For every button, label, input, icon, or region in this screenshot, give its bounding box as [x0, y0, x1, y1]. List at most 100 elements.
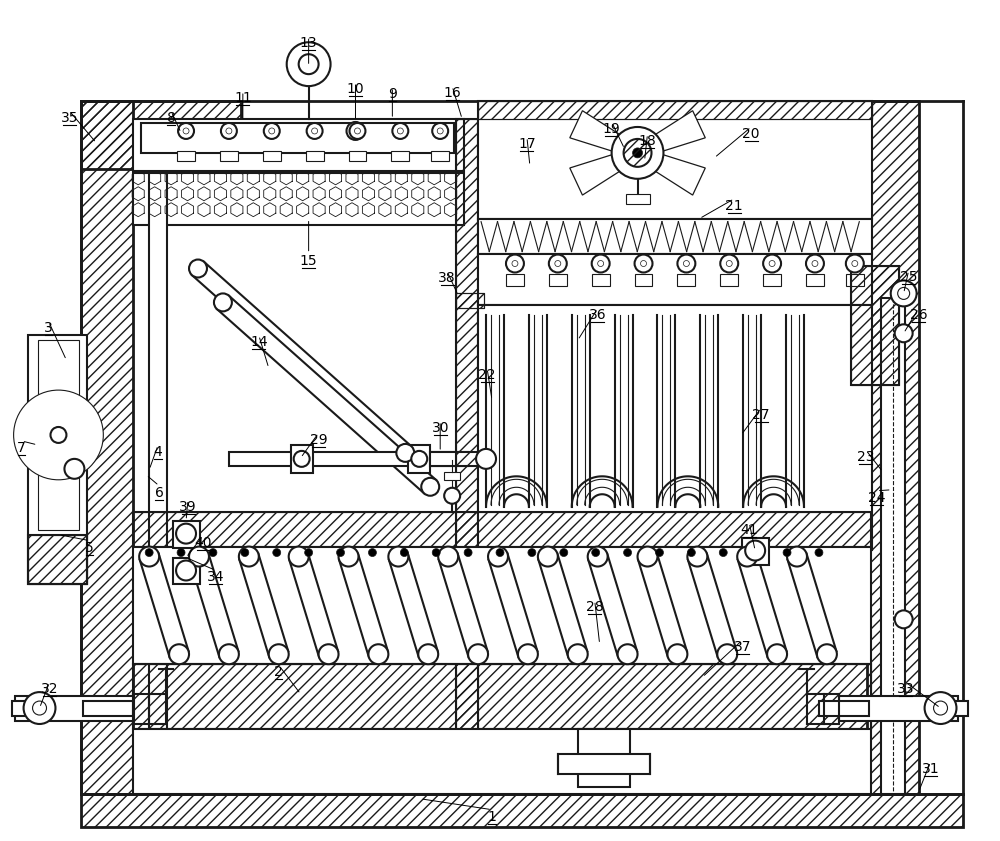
Circle shape [476, 449, 496, 468]
Bar [456, 119, 478, 794]
Circle shape [339, 547, 358, 567]
Circle shape [769, 261, 775, 267]
Bar [592, 274, 610, 287]
Circle shape [397, 128, 403, 134]
Circle shape [891, 280, 917, 306]
Circle shape [392, 123, 408, 139]
Circle shape [612, 127, 663, 179]
Circle shape [895, 325, 913, 342]
Circle shape [624, 548, 632, 557]
Bar [408, 445, 430, 473]
Text: 30: 30 [431, 421, 449, 435]
Text: 24: 24 [868, 491, 886, 505]
Circle shape [468, 644, 488, 664]
Bar [173, 558, 200, 584]
Circle shape [633, 148, 643, 158]
Bar [133, 729, 871, 794]
Circle shape [592, 255, 610, 272]
Circle shape [488, 547, 508, 567]
Circle shape [294, 451, 310, 467]
Circle shape [560, 548, 568, 557]
Text: 8: 8 [167, 111, 176, 125]
Circle shape [751, 548, 759, 557]
Circle shape [618, 644, 638, 664]
Polygon shape [26, 431, 62, 470]
Circle shape [638, 547, 657, 567]
Bar [881, 299, 905, 794]
Circle shape [846, 255, 864, 272]
Polygon shape [389, 553, 438, 657]
Bar [141, 123, 454, 153]
Text: 3: 3 [44, 321, 53, 336]
Circle shape [368, 548, 376, 557]
Polygon shape [638, 553, 687, 657]
Circle shape [183, 128, 189, 134]
Bar [478, 253, 872, 305]
Circle shape [432, 548, 440, 557]
Circle shape [411, 451, 427, 467]
Circle shape [354, 128, 360, 134]
Bar [28, 535, 87, 584]
Text: 1: 1 [488, 810, 496, 823]
Circle shape [598, 261, 604, 267]
Circle shape [895, 611, 913, 628]
Text: 6: 6 [155, 486, 164, 500]
Bar [444, 472, 460, 480]
Bar [763, 274, 781, 287]
Polygon shape [140, 553, 189, 657]
Circle shape [351, 127, 359, 135]
Circle shape [418, 644, 438, 664]
Circle shape [720, 255, 738, 272]
Circle shape [421, 478, 439, 495]
Circle shape [176, 524, 196, 543]
Bar [15, 696, 134, 721]
Bar [263, 151, 281, 161]
Text: 17: 17 [518, 137, 536, 151]
Circle shape [214, 294, 232, 311]
Polygon shape [189, 553, 238, 657]
Circle shape [178, 123, 194, 139]
Circle shape [241, 548, 249, 557]
Circle shape [538, 547, 558, 567]
Text: 22: 22 [478, 368, 496, 382]
Circle shape [189, 547, 209, 567]
Bar [133, 511, 871, 547]
Circle shape [396, 444, 414, 462]
Circle shape [518, 644, 538, 664]
Circle shape [464, 548, 472, 557]
Circle shape [787, 547, 807, 567]
Bar [839, 696, 958, 721]
Circle shape [239, 547, 259, 567]
Circle shape [783, 548, 791, 557]
Bar [81, 794, 963, 827]
Bar [44, 462, 81, 476]
Bar [391, 151, 409, 161]
Circle shape [312, 128, 318, 134]
Circle shape [687, 548, 695, 557]
Polygon shape [787, 553, 836, 657]
Bar [133, 511, 871, 547]
Text: 41: 41 [740, 522, 758, 537]
Circle shape [496, 548, 504, 557]
Bar [81, 794, 963, 827]
Circle shape [177, 548, 185, 557]
Bar [478, 101, 872, 119]
Polygon shape [239, 553, 288, 657]
Circle shape [388, 547, 408, 567]
Polygon shape [488, 553, 537, 657]
Text: 37: 37 [733, 640, 751, 654]
Bar [456, 294, 484, 309]
Bar [38, 341, 79, 530]
Polygon shape [289, 553, 338, 657]
Circle shape [176, 561, 196, 580]
Circle shape [763, 255, 781, 272]
Circle shape [677, 255, 695, 272]
Polygon shape [570, 147, 640, 195]
Circle shape [588, 547, 608, 567]
Circle shape [719, 548, 727, 557]
Text: 4: 4 [154, 445, 163, 459]
Bar [846, 274, 864, 287]
Bar [133, 547, 871, 664]
Bar [133, 664, 871, 729]
Circle shape [737, 547, 757, 567]
